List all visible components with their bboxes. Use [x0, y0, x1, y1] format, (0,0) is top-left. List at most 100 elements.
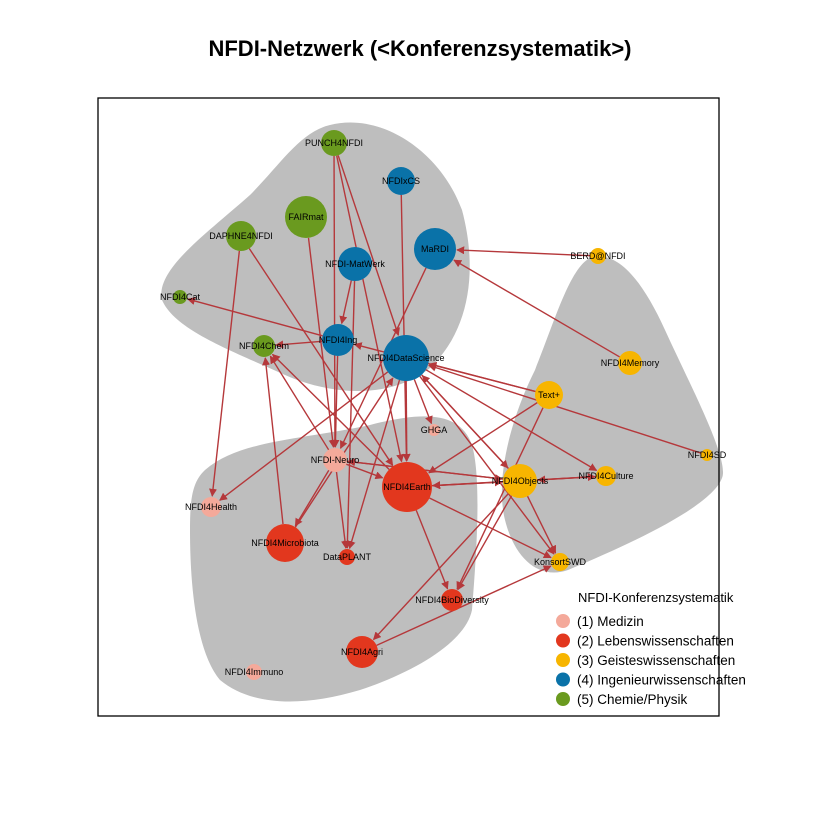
node-NFDI4Immuno: NFDI4Immuno [225, 664, 284, 680]
legend-swatch [556, 653, 570, 667]
legend-swatch [556, 692, 570, 706]
legend-title: NFDI-Konferenzsystematik [578, 590, 734, 605]
edge-NFDI4Microbiota-to-NFDI4Chem [262, 357, 284, 525]
node-label: FAIRmat [288, 212, 324, 222]
legend-label: (4) Ingenieurwissenschaften [577, 673, 746, 688]
edge-PUNCH4NFDI-to-NFDI4DataScience [337, 155, 400, 337]
edge-NFDI4Earth-to-NFDI4Objects [431, 478, 503, 487]
node-label: NFDI-MatWerk [325, 259, 385, 269]
node-circle [414, 228, 456, 270]
node-GHGA: GHGA [421, 424, 448, 436]
edge-FAIRmat-to-NFDI-Neuro [307, 237, 337, 448]
edge-NFDI-Neuro-to-DataPLANT [335, 471, 349, 549]
node-circle [441, 589, 463, 611]
node-NFDI4Objects: NFDI4Objects [492, 464, 549, 498]
node-label: MaRDI [421, 244, 449, 254]
edge-NFDIxCS-to-NFDI4Earth [400, 194, 411, 462]
node-label: NFDI4Microbiota [251, 538, 319, 548]
node-label: KonsortSWD [534, 557, 587, 567]
edge-NFDI4DataScience-to-NFDI4Culture [425, 369, 598, 472]
node-circle [590, 248, 606, 264]
edge-Text+-to-NFDI4BioDiversity [456, 407, 544, 590]
legend-item-3: (3) Geisteswissenschaften [556, 653, 735, 668]
node-circle [428, 424, 440, 436]
node-label: NFDIxCS [382, 176, 420, 186]
node-circle [596, 466, 616, 486]
edge-PUNCH4NFDI-to-NFDI4Earth [336, 155, 405, 463]
node-NFDI4Agri: NFDI4Agri [341, 636, 383, 668]
edge-NFDI-Neuro-to-NFDI4Earth [345, 463, 384, 480]
plot-frame [97, 97, 720, 717]
edge-NFDI4SD-to-NFDI4DataScience [428, 363, 702, 454]
node-DataPLANT: DataPLANT [323, 549, 372, 565]
node-circle [321, 130, 347, 156]
edge-PUNCH4NFDI-to-NFDI-Neuro [330, 155, 339, 448]
node-label: NFDI-Neuro [311, 455, 360, 465]
node-label: NFDI4Immuno [225, 667, 284, 677]
node-label: NFDI4Health [185, 502, 237, 512]
edge-NFDI-MatWerk-to-DataPLANT [343, 280, 356, 549]
node-NFDI4Memory: NFDI4Memory [601, 351, 660, 375]
node-circle [535, 381, 563, 409]
edge-NFDI4DataScience-to-KonsortSWD [419, 375, 555, 555]
node-label: NFDI4Agri [341, 647, 383, 657]
node-circle [322, 324, 354, 356]
node-label: DataPLANT [323, 552, 372, 562]
node-PUNCH4NFDI: PUNCH4NFDI [305, 130, 363, 156]
edge-NFDI-Neuro-to-NFDI4Chem [269, 355, 330, 451]
node-NFDI-Neuro: NFDI-Neuro [311, 448, 360, 472]
node-circle [285, 196, 327, 238]
node-NFDI4Microbiota: NFDI4Microbiota [251, 524, 319, 562]
edge-NFDI4Earth-to-NFDI4BioDiversity [415, 509, 449, 590]
node-NFDI4BioDiversity: NFDI4BioDiversity [415, 589, 489, 611]
node-NFDI4Chem: NFDI4Chem [239, 335, 289, 357]
legend: NFDI-Konferenzsystematik (1) Medizin (2) L… [556, 590, 746, 707]
edge-NFDI4Objects-to-NFDI4Agri [372, 493, 509, 641]
node-FAIRmat: FAIRmat [285, 196, 327, 238]
node-label: DAPHNE4NFDI [209, 231, 273, 241]
node-label: NFDI4Chem [239, 341, 289, 351]
node-NFDI4DataScience: NFDI4DataScience [367, 335, 445, 381]
legend-item-2: (2) Lebenswissenschaften [556, 633, 734, 649]
node-label: PUNCH4NFDI [305, 138, 363, 148]
edge-BERD@NFDI-to-MaRDI [456, 246, 591, 257]
node-KonsortSWD: KonsortSWD [534, 553, 587, 571]
legend-swatch [556, 672, 570, 687]
node-NFDI4Culture: NFDI4Culture [578, 466, 634, 486]
edge-NFDI4DataScience-to-NFDI4Health [219, 371, 389, 501]
node-circle [346, 636, 378, 668]
node-label: NFDI4Cat [160, 292, 201, 302]
edge-NFDI4Objects-to-KonsortSWD [526, 495, 557, 554]
edge-NFDI-Neuro-to-NFDI4Microbiota [294, 469, 330, 527]
node-NFDI4Earth: NFDI4Earth [382, 462, 432, 512]
edge-NFDI4DataScience-to-GHGA [413, 379, 433, 425]
legend-label: (2) Lebenswissenschaften [577, 634, 734, 649]
edge-NFDI4Memory-to-MaRDI [453, 259, 620, 358]
legend-item-4: (4) Ingenieurwissenschaften [556, 672, 746, 688]
node-label: GHGA [421, 425, 448, 435]
node-BERD@NFDI: BERD@NFDI [570, 248, 626, 264]
node-circle [383, 335, 429, 381]
node-circle [338, 247, 372, 281]
edge-NFDI4Objects-to-NFDI4BioDiversity [457, 495, 513, 591]
node-label: NFDI4Culture [578, 471, 633, 481]
network-nodes: PUNCH4NFDI NFDIxCS FAIRmat DAPHNE4NFDI MaRDI… [160, 130, 727, 680]
edge-DAPHNE4NFDI-to-NFDI4Earth [248, 248, 394, 466]
legend-label: (5) Chemie/Physik [577, 692, 688, 707]
node-MaRDI: MaRDI [414, 228, 456, 270]
node-NFDI4Health: NFDI4Health [185, 497, 237, 517]
node-label: NFDI4Ing [319, 335, 358, 345]
node-circle [253, 335, 275, 357]
node-circle [701, 449, 713, 461]
node-circle [382, 462, 432, 512]
node-Text+: Text+ [535, 381, 563, 409]
node-NFDI4Cat: NFDI4Cat [160, 290, 201, 304]
edge-Text+-to-NFDI4Earth [428, 402, 538, 474]
legend-swatch [556, 614, 570, 628]
node-label: NFDI4SD [688, 450, 727, 460]
legend-swatch [556, 633, 570, 648]
edge-NFDI4Earth-to-KonsortSWD [429, 497, 552, 559]
legend-item-5: (5) Chemie/Physik [556, 692, 688, 707]
node-circle [323, 448, 347, 472]
